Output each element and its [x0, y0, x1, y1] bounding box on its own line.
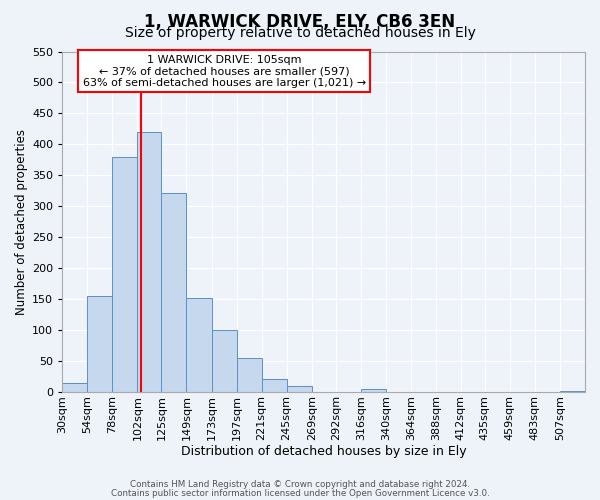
Text: Contains HM Land Registry data © Crown copyright and database right 2024.: Contains HM Land Registry data © Crown c… [130, 480, 470, 489]
Bar [212, 330, 236, 392]
Bar [88, 296, 112, 392]
Bar [137, 132, 161, 392]
X-axis label: Distribution of detached houses by size in Ely: Distribution of detached houses by size … [181, 444, 466, 458]
Bar [187, 298, 212, 392]
Text: Contains public sector information licensed under the Open Government Licence v3: Contains public sector information licen… [110, 488, 490, 498]
Bar [560, 390, 585, 392]
Bar [62, 383, 88, 392]
Bar [287, 386, 311, 392]
Y-axis label: Number of detached properties: Number of detached properties [15, 129, 28, 315]
Bar [236, 358, 262, 392]
Bar [161, 193, 187, 392]
Text: 1 WARWICK DRIVE: 105sqm
← 37% of detached houses are smaller (597)
63% of semi-d: 1 WARWICK DRIVE: 105sqm ← 37% of detache… [83, 54, 366, 88]
Bar [361, 390, 386, 392]
Text: 1, WARWICK DRIVE, ELY, CB6 3EN: 1, WARWICK DRIVE, ELY, CB6 3EN [145, 12, 455, 30]
Bar [112, 157, 137, 392]
Bar [262, 379, 287, 392]
Text: Size of property relative to detached houses in Ely: Size of property relative to detached ho… [125, 26, 475, 40]
